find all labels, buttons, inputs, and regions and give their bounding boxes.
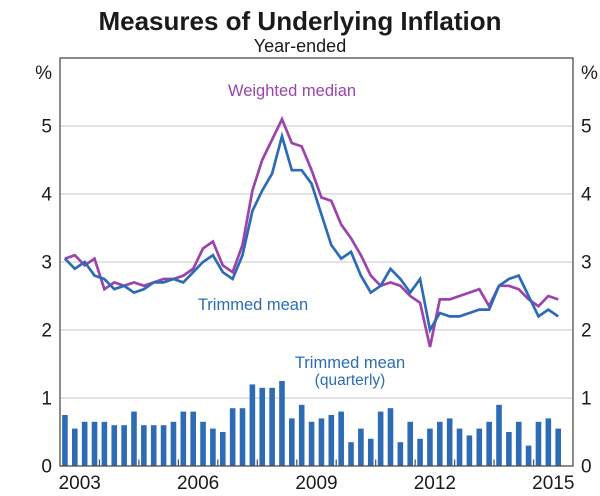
bar-2014Q1 xyxy=(496,404,502,466)
bar-2014Q2 xyxy=(506,432,512,466)
bar-2009Q4 xyxy=(328,415,335,466)
bar-2015Q1 xyxy=(535,421,542,466)
plot-area: 0 0 1 1 2 2 3 3 4 4 5 5% % 2003 2006 2009 2012 2015 xyxy=(35,57,598,494)
bar-2011Q1 xyxy=(377,411,384,466)
plot-border xyxy=(59,57,574,467)
bar-2009Q2 xyxy=(308,421,315,466)
y-tick-label-right-3: 3 xyxy=(581,253,592,274)
x-axis-label-2006: 2006 xyxy=(177,473,219,494)
trimmed-mean-quarterly-series-label-line2: (quarterly) xyxy=(315,372,386,389)
y-tick-label-left-5: 5 xyxy=(41,117,52,138)
bar-2012Q4 xyxy=(446,418,453,466)
y-axis-unit-right: % xyxy=(581,63,598,84)
bar-2011Q3 xyxy=(397,442,404,466)
bar-2003Q2 xyxy=(71,428,78,466)
y-tick-label-right-5: 5 xyxy=(581,117,592,138)
bar-2007Q3 xyxy=(239,408,246,466)
bar-2006Q2 xyxy=(190,411,196,466)
bar-2004Q3 xyxy=(121,425,127,466)
bar-2012Q3 xyxy=(437,421,443,466)
bar-2004Q4 xyxy=(131,411,137,466)
bar-2006Q1 xyxy=(180,411,187,466)
y-tick-label-right-0: 0 xyxy=(581,457,592,478)
bar-2007Q1 xyxy=(219,432,226,466)
bar-2008Q2 xyxy=(269,387,275,466)
x-axis-label-2015: 2015 xyxy=(532,473,574,494)
bar-2013Q3 xyxy=(476,428,483,466)
bar-2013Q2 xyxy=(466,435,473,466)
bar-2004Q1 xyxy=(101,421,108,466)
y-tick-label-left-0: 0 xyxy=(41,457,52,478)
bar-2005Q4 xyxy=(170,421,177,466)
y-tick-label-left-2: 2 xyxy=(41,321,52,342)
bar-2014Q4 xyxy=(525,445,532,466)
bar-2010Q1 xyxy=(338,411,344,466)
y-tick-label-left-1: 1 xyxy=(41,389,52,410)
chart-title: Measures of Underlying Inflation xyxy=(98,6,501,36)
bar-2006Q3 xyxy=(200,421,206,466)
y-tick-label-right-2: 2 xyxy=(581,321,592,342)
bar-2014Q3 xyxy=(515,421,522,466)
y-tick-label-right-1: 1 xyxy=(581,389,592,410)
chart-subtitle: Year-ended xyxy=(254,36,346,56)
line-purple xyxy=(64,115,559,348)
bar-2009Q3 xyxy=(318,418,325,466)
bar-2012Q2 xyxy=(427,428,433,466)
bar-2010Q2 xyxy=(348,442,354,466)
y-tick-label-left-4: 4 xyxy=(41,185,52,206)
bar-2004Q2 xyxy=(111,425,118,466)
bar-2003Q1 xyxy=(62,415,68,466)
bar-2003Q3 xyxy=(81,421,88,466)
bar-2005Q1 xyxy=(141,425,147,466)
bar-2008Q1 xyxy=(259,387,266,466)
bar-2015Q2 xyxy=(545,418,552,466)
trimmed-mean-series-label: Trimmed mean xyxy=(198,296,308,314)
bar-2010Q4 xyxy=(367,438,374,466)
bar-2008Q4 xyxy=(289,418,295,466)
bar-2007Q2 xyxy=(229,408,236,466)
bar-2005Q2 xyxy=(150,425,157,466)
y-tick-label-right-4: 4 xyxy=(581,185,592,206)
bar-2010Q3 xyxy=(358,428,364,466)
bar-2008Q3 xyxy=(279,381,285,466)
bar-2013Q4 xyxy=(486,421,492,466)
x-axis-label-2012: 2012 xyxy=(414,473,456,494)
bar-2012Q1 xyxy=(417,438,423,466)
bar-2011Q2 xyxy=(387,408,394,466)
trimmed-mean-quarterly-series-label-line1: Trimmed mean xyxy=(295,354,405,372)
bar-2007Q4 xyxy=(249,384,256,466)
bar-2003Q4 xyxy=(91,421,98,466)
bar-2009Q1 xyxy=(298,404,305,466)
bar-2013Q1 xyxy=(456,428,463,466)
line-blue xyxy=(63,131,559,334)
x-axis-label-2009: 2009 xyxy=(295,473,337,494)
bar-2006Q4 xyxy=(210,428,216,466)
bar-2015Q3 xyxy=(555,428,562,466)
y-axis-unit-left: % xyxy=(35,63,52,84)
bar-2011Q4 xyxy=(407,421,414,466)
weighted-median-series-label: Weighted median xyxy=(228,82,356,100)
x-axis-label-2003: 2003 xyxy=(59,473,101,494)
bar-2005Q3 xyxy=(160,425,167,466)
y-tick-label-left-3: 3 xyxy=(41,253,52,274)
